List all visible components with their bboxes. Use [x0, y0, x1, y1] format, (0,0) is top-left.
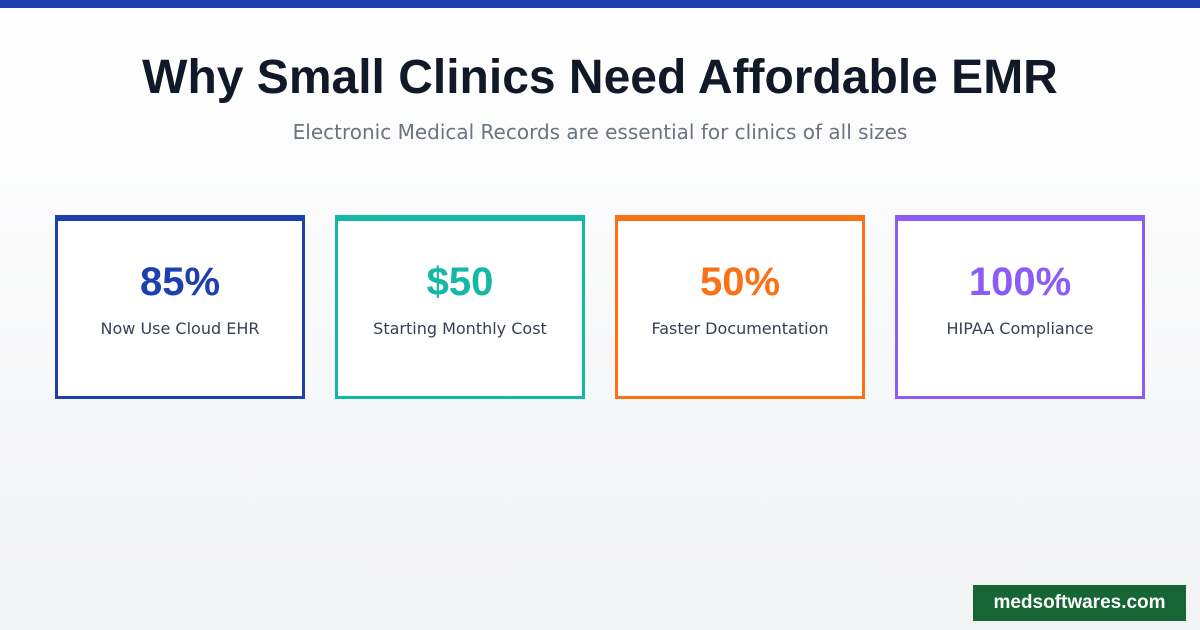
- page-title: Why Small Clinics Need Affordable EMR: [142, 51, 1058, 104]
- stat-label: HIPAA Compliance: [946, 319, 1094, 338]
- stat-card-documentation: 50% Faster Documentation: [615, 215, 865, 399]
- stat-label: Starting Monthly Cost: [373, 319, 547, 338]
- page-subtitle: Electronic Medical Records are essential…: [292, 120, 908, 144]
- stat-card-monthly-cost: $50 Starting Monthly Cost: [335, 215, 585, 399]
- stat-label: Now Use Cloud EHR: [100, 319, 260, 338]
- top-accent-bar: [0, 0, 1200, 8]
- stat-value: 85%: [139, 260, 221, 304]
- stat-label: Faster Documentation: [651, 319, 829, 338]
- brand-badge: medsoftwares.com: [973, 585, 1186, 621]
- stat-value: 100%: [968, 260, 1072, 304]
- stat-card-hipaa: 100% HIPAA Compliance: [895, 215, 1145, 399]
- stat-card-cloud-ehr: 85% Now Use Cloud EHR: [55, 215, 305, 399]
- stat-value: 50%: [699, 260, 781, 304]
- stat-value: $50: [426, 260, 494, 304]
